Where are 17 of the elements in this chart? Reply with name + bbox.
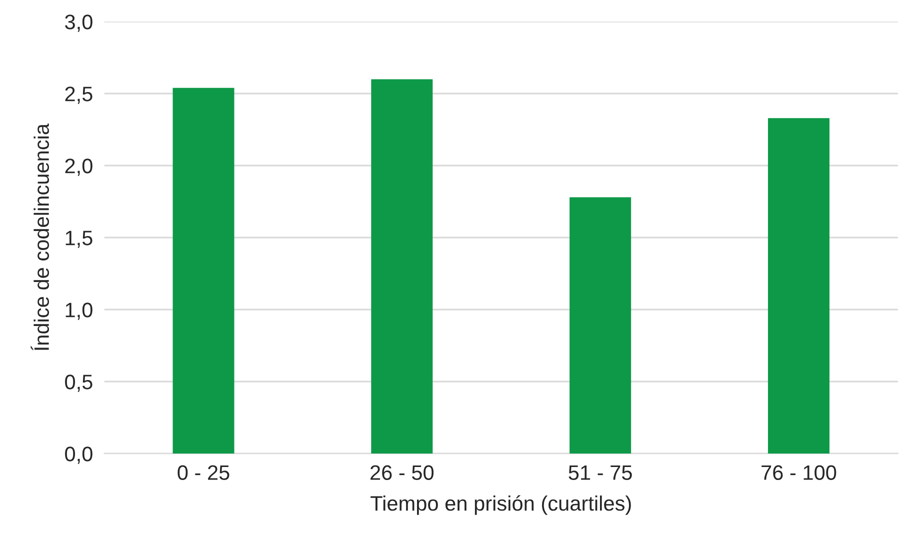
x-tick-label: 51 - 75	[568, 465, 632, 480]
y-tick-label: 2,5	[65, 86, 92, 104]
y-tick-label: 3,0	[65, 14, 92, 32]
bar	[172, 88, 234, 454]
bar	[371, 79, 433, 454]
y-tick-label: 2,0	[65, 158, 92, 176]
y-tick-label: 1,5	[66, 230, 92, 248]
bar	[570, 197, 632, 454]
y-tick-label: 0,5	[65, 374, 92, 392]
y-axis-title: Índice de codelincuencia	[30, 124, 50, 350]
x-tick-label: 0 - 25	[178, 465, 230, 480]
y-tick-label: 1,0	[66, 302, 92, 320]
y-tick-label: 0,0	[65, 446, 92, 464]
x-tick-label: 76 - 100	[762, 465, 836, 480]
bar	[768, 118, 830, 454]
x-axis-title: Tiempo en prisión (cuartiles)	[370, 495, 631, 515]
x-tick-label: 26 - 50	[370, 465, 434, 480]
